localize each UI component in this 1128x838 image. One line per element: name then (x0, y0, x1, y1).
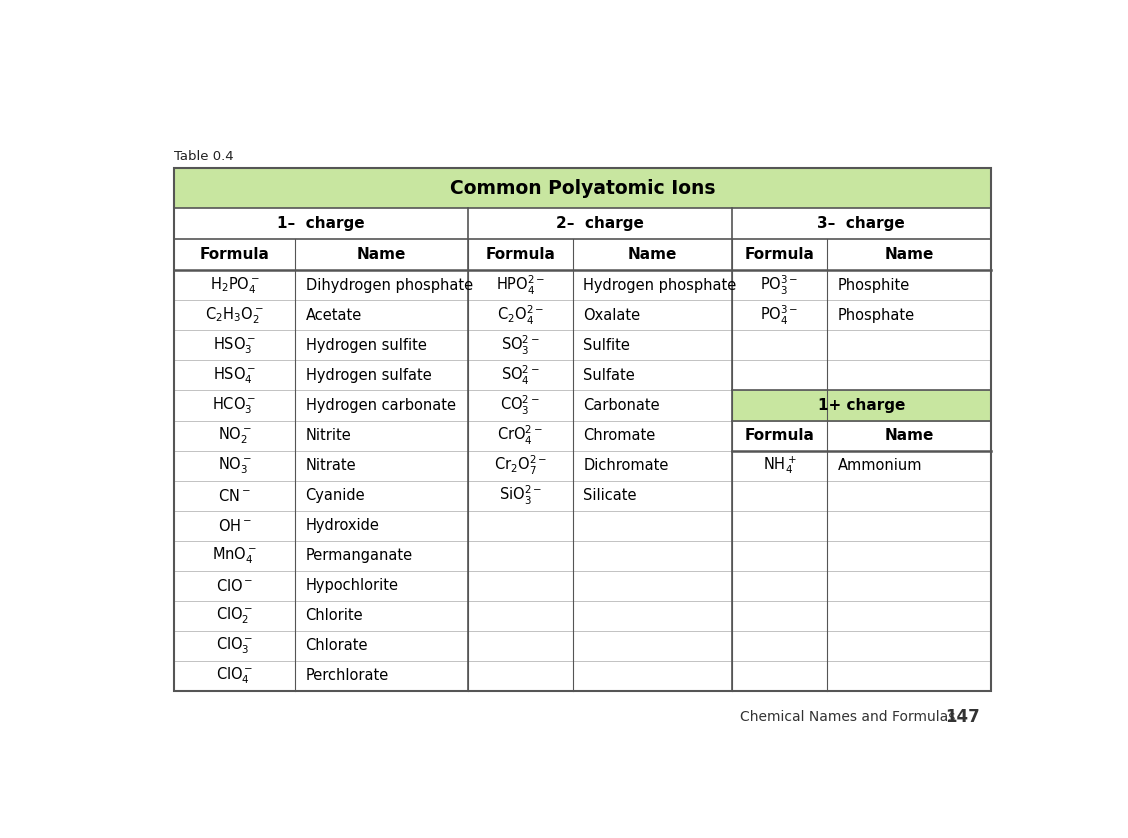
Text: $\mathregular{NH_4^+}$: $\mathregular{NH_4^+}$ (763, 455, 796, 477)
Text: Common Polyatomic Ions: Common Polyatomic Ions (450, 178, 715, 198)
Text: Hydroxide: Hydroxide (306, 518, 379, 533)
Text: Name: Name (356, 247, 406, 262)
Text: Dichromate: Dichromate (583, 458, 669, 473)
Text: Chlorite: Chlorite (306, 608, 363, 623)
Text: $\mathregular{CO_3^{2-}}$: $\mathregular{CO_3^{2-}}$ (501, 394, 540, 417)
Text: Formula: Formula (200, 247, 270, 262)
Text: Cyanide: Cyanide (306, 489, 365, 503)
Text: Oxalate: Oxalate (583, 308, 641, 323)
Text: Perchlorate: Perchlorate (306, 669, 389, 684)
Bar (174, 271, 990, 691)
Text: $\mathregular{Cr_2O_7^{2-}}$: $\mathregular{Cr_2O_7^{2-}}$ (494, 454, 547, 477)
Text: Sulfate: Sulfate (583, 368, 635, 383)
Text: 2–  charge: 2– charge (556, 216, 644, 231)
Text: $\mathregular{CN^-}$: $\mathregular{CN^-}$ (218, 488, 252, 504)
Text: $\mathregular{SiO_3^{2-}}$: $\mathregular{SiO_3^{2-}}$ (499, 484, 541, 507)
Text: Phosphite: Phosphite (838, 277, 910, 292)
Text: $\mathregular{ClO_3^-}$: $\mathregular{ClO_3^-}$ (215, 636, 254, 656)
Text: Chromate: Chromate (583, 428, 655, 443)
Text: Chemical Names and Formulas: Chemical Names and Formulas (740, 710, 955, 724)
Text: Name: Name (884, 428, 934, 443)
Text: Table 0.4: Table 0.4 (174, 150, 233, 163)
Text: Nitrate: Nitrate (306, 458, 356, 473)
Text: Hydrogen carbonate: Hydrogen carbonate (306, 398, 456, 413)
Text: Phosphate: Phosphate (838, 308, 915, 323)
Text: 1–  charge: 1– charge (277, 216, 365, 231)
Text: $\mathregular{ClO^-}$: $\mathregular{ClO^-}$ (215, 577, 254, 594)
Bar (174, 168, 990, 209)
Text: Hypochlorite: Hypochlorite (306, 578, 398, 593)
Text: $\mathregular{C_2H_3O_2^-}$: $\mathregular{C_2H_3O_2^-}$ (205, 305, 264, 326)
Text: $\mathregular{PO_4^{3-}}$: $\mathregular{PO_4^{3-}}$ (760, 303, 799, 327)
Text: $\mathregular{NO_3^-}$: $\mathregular{NO_3^-}$ (218, 455, 252, 476)
Text: Dihydrogen phosphate: Dihydrogen phosphate (306, 277, 473, 292)
Text: $\mathregular{PO_3^{3-}}$: $\mathregular{PO_3^{3-}}$ (760, 274, 799, 297)
Text: Hydrogen sulfate: Hydrogen sulfate (306, 368, 431, 383)
Text: $\mathregular{HSO_4^-}$: $\mathregular{HSO_4^-}$ (213, 365, 256, 385)
Text: 1+ charge: 1+ charge (818, 398, 905, 413)
Text: Formula: Formula (485, 247, 555, 262)
Text: Acetate: Acetate (306, 308, 362, 323)
Text: $\mathregular{HSO_3^-}$: $\mathregular{HSO_3^-}$ (213, 335, 256, 355)
Text: $\mathregular{OH^-}$: $\mathregular{OH^-}$ (218, 518, 252, 534)
Text: 3–  charge: 3– charge (818, 216, 905, 231)
Text: $\mathregular{H_2PO_4^-}$: $\mathregular{H_2PO_4^-}$ (210, 275, 259, 296)
Text: Silicate: Silicate (583, 489, 636, 503)
Text: $\mathregular{HPO_4^{2-}}$: $\mathregular{HPO_4^{2-}}$ (495, 274, 545, 297)
Bar (174, 168, 990, 691)
Text: Hydrogen sulfite: Hydrogen sulfite (306, 338, 426, 353)
Text: 147: 147 (945, 708, 980, 726)
Text: Permanganate: Permanganate (306, 548, 413, 563)
Text: $\mathregular{ClO_4^-}$: $\mathregular{ClO_4^-}$ (215, 665, 254, 686)
Bar (732, 391, 990, 421)
Bar (174, 240, 990, 271)
Text: Ammonium: Ammonium (838, 458, 923, 473)
Text: Nitrite: Nitrite (306, 428, 351, 443)
Text: $\mathregular{SO_3^{2-}}$: $\mathregular{SO_3^{2-}}$ (501, 334, 540, 357)
Text: $\mathregular{CrO_4^{2-}}$: $\mathregular{CrO_4^{2-}}$ (497, 424, 544, 447)
Text: $\mathregular{ClO_2^-}$: $\mathregular{ClO_2^-}$ (215, 606, 254, 626)
Text: $\mathregular{MnO_4^-}$: $\mathregular{MnO_4^-}$ (212, 546, 257, 566)
Text: Name: Name (884, 247, 934, 262)
Text: $\mathregular{NO_2^-}$: $\mathregular{NO_2^-}$ (218, 426, 252, 446)
Text: $\mathregular{C_2O_4^{2-}}$: $\mathregular{C_2O_4^{2-}}$ (497, 303, 544, 327)
Bar (174, 209, 990, 240)
Text: Chlorate: Chlorate (306, 639, 368, 654)
Text: Formula: Formula (744, 428, 814, 443)
Text: Hydrogen phosphate: Hydrogen phosphate (583, 277, 737, 292)
Text: $\mathregular{HCO_3^-}$: $\mathregular{HCO_3^-}$ (212, 396, 257, 416)
Text: $\mathregular{SO_4^{2-}}$: $\mathregular{SO_4^{2-}}$ (501, 364, 540, 387)
Text: Carbonate: Carbonate (583, 398, 660, 413)
Text: Sulfite: Sulfite (583, 338, 631, 353)
Text: Name: Name (627, 247, 677, 262)
Text: Formula: Formula (744, 247, 814, 262)
